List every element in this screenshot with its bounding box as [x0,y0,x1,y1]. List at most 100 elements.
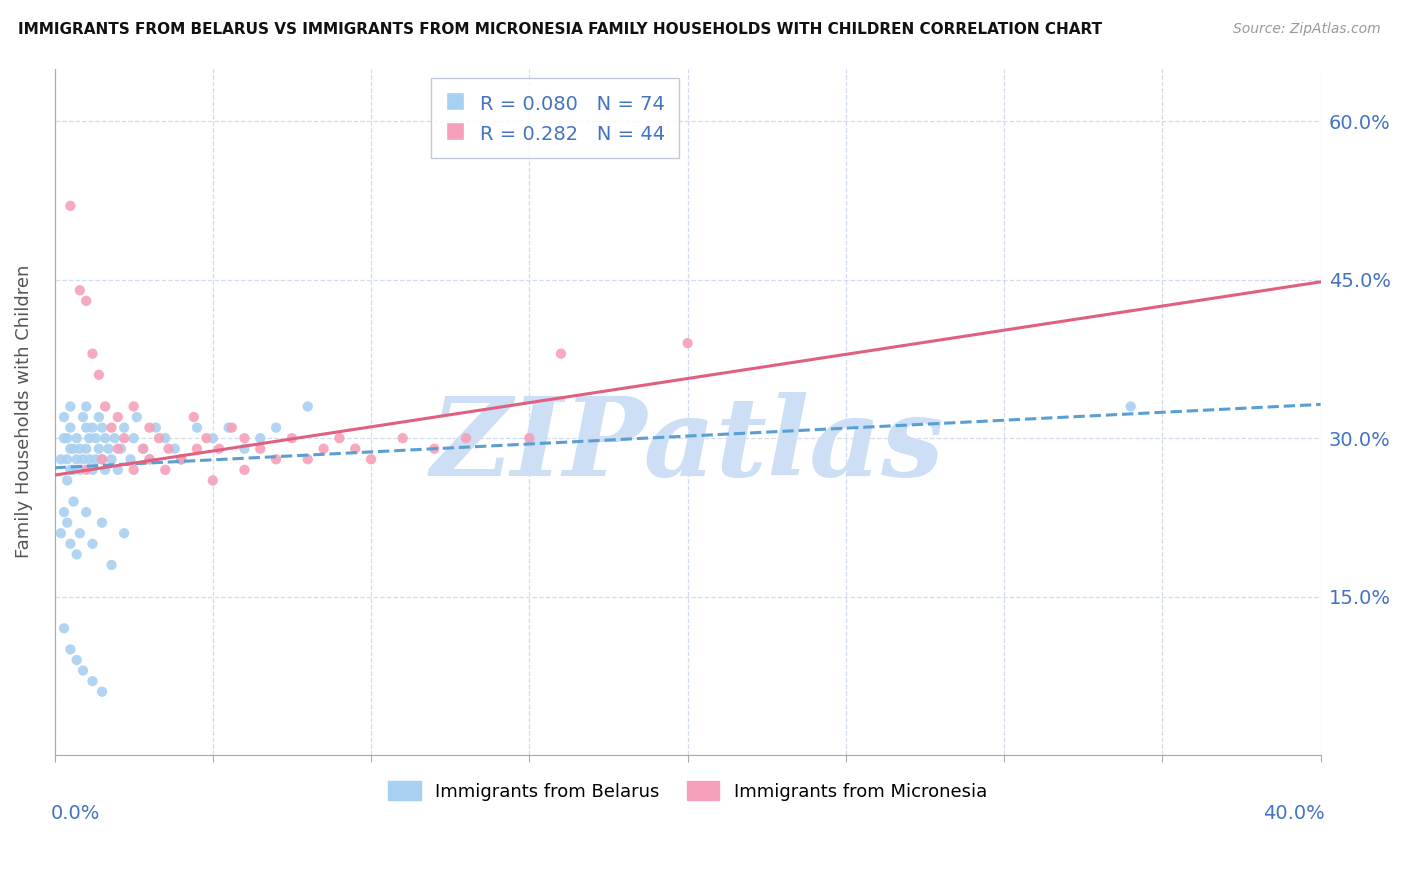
Point [104,431,127,445]
Point [72,664,94,678]
Point [110,442,132,456]
Point [75,400,97,414]
Point [49,526,72,541]
Point [91,452,114,467]
Point [221,420,243,434]
Point [264,452,287,467]
Point [66,547,89,561]
Point [82,537,104,551]
Point [97,442,120,456]
Point [100,558,122,572]
Point [132,442,155,456]
Point [233,463,256,477]
Point [94,431,117,445]
Point [112,526,135,541]
Y-axis label: Family Households with Children: Family Households with Children [15,265,32,558]
Point [75,463,97,477]
Point [69,442,91,456]
Point [59,537,82,551]
Point [59,442,82,456]
Text: 0.0%: 0.0% [51,805,100,823]
Point [297,400,319,414]
Point [107,410,129,425]
Point [120,452,142,467]
Point [91,684,114,698]
Point [201,431,224,445]
Point [550,347,572,361]
Point [59,420,82,434]
Point [145,420,167,434]
Point [1119,400,1142,414]
Point [62,494,84,508]
Point [75,505,97,519]
Point [249,442,271,456]
Point [195,431,218,445]
Point [82,420,104,434]
Point [56,452,79,467]
Point [91,420,114,434]
Point [423,442,446,456]
Point [122,463,145,477]
Point [87,368,110,382]
Point [138,452,160,467]
Point [297,452,319,467]
Point [91,452,114,467]
Point [79,452,101,467]
Point [66,653,89,667]
Point [53,431,76,445]
Point [163,442,186,456]
Point [107,463,129,477]
Point [157,442,180,456]
Point [72,452,94,467]
Point [454,431,477,445]
Point [122,431,145,445]
Point [233,442,256,456]
Point [59,642,82,657]
Point [264,420,287,434]
Text: ZIPatlas: ZIPatlas [430,392,945,500]
Point [186,420,208,434]
Point [53,505,76,519]
Point [66,431,89,445]
Point [233,431,256,445]
Point [186,442,208,456]
Point [122,400,145,414]
Point [148,431,170,445]
Point [107,442,129,456]
Point [281,431,304,445]
Point [218,420,240,434]
Point [125,410,148,425]
Point [75,442,97,456]
Point [75,293,97,308]
Point [517,431,540,445]
Point [170,452,193,467]
Point [87,410,110,425]
Point [170,452,193,467]
Point [155,431,177,445]
Point [132,442,155,456]
Point [49,452,72,467]
Point [82,674,104,689]
Point [328,431,350,445]
Text: Source: ZipAtlas.com: Source: ZipAtlas.com [1233,22,1381,37]
Point [75,420,97,434]
Point [170,452,193,467]
Point [82,347,104,361]
Text: IMMIGRANTS FROM BELARUS VS IMMIGRANTS FROM MICRONESIA FAMILY HOUSEHOLDS WITH CHI: IMMIGRANTS FROM BELARUS VS IMMIGRANTS FR… [18,22,1102,37]
Point [87,442,110,456]
Point [59,199,82,213]
Point [155,463,177,477]
Point [344,442,367,456]
Point [53,410,76,425]
Point [183,410,205,425]
Point [112,420,135,434]
Point [138,420,160,434]
Point [59,463,82,477]
Point [94,400,117,414]
Point [82,463,104,477]
Point [66,452,89,467]
Text: 40.0%: 40.0% [1263,805,1324,823]
Point [91,516,114,530]
Point [676,336,699,351]
Point [201,474,224,488]
